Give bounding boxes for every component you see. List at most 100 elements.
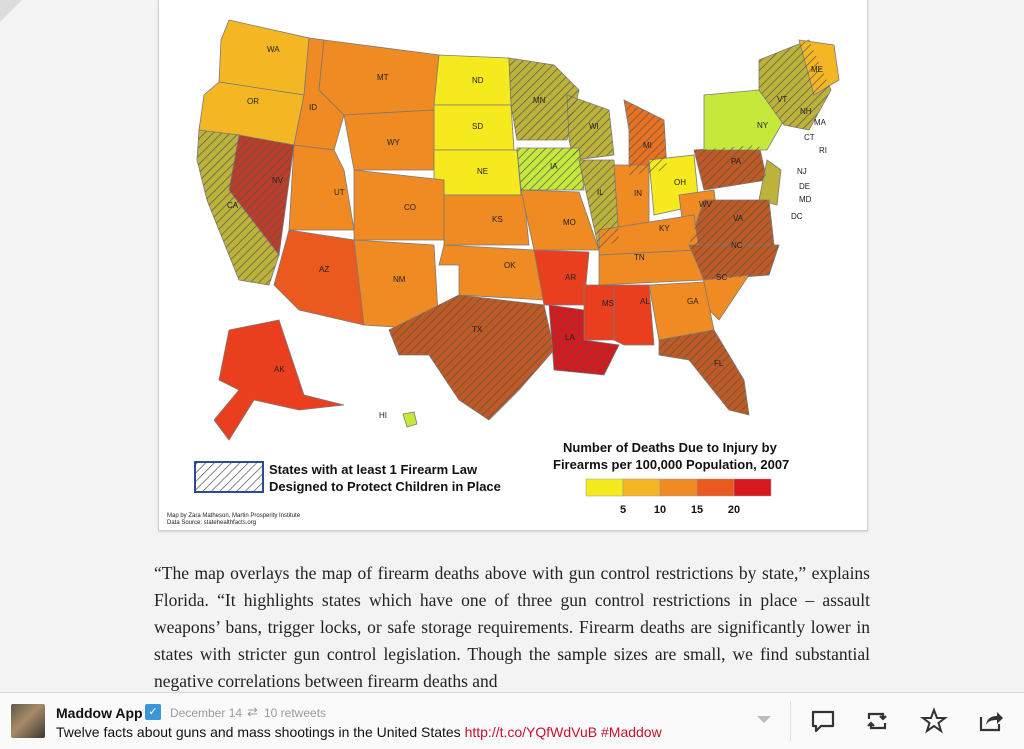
state-co — [353, 169, 445, 241]
avatar[interactable] — [11, 704, 45, 738]
scale-swatch-3 — [696, 478, 735, 497]
state-label-mi: MI — [643, 141, 652, 150]
state-ok — [438, 244, 545, 301]
state-ga — [648, 281, 715, 341]
state-label-il: IL — [597, 188, 604, 197]
state-nj-de — [758, 159, 782, 206]
scale-tick-label: 10 — [654, 504, 666, 516]
state-tn — [598, 249, 705, 286]
state-label-or: OR — [247, 97, 259, 106]
divider — [790, 701, 791, 741]
tweet-date[interactable]: December 14 — [170, 706, 243, 720]
credit-author: Map by Zara Matheson, Martin Prosperity … — [167, 513, 301, 519]
state-label-ca: CA — [227, 201, 239, 210]
twitter-bird-icon: ✓ — [145, 704, 161, 720]
state-label-ne: NE — [477, 167, 488, 176]
scale-tick-label: 5 — [620, 504, 626, 516]
state-al — [613, 284, 655, 346]
credit-source: Data Source: statehealthfacts.org — [167, 520, 257, 526]
scale-tick-label: 15 — [691, 504, 703, 516]
state-label-nm: NM — [393, 275, 406, 284]
state-label-ny: NY — [757, 121, 769, 130]
hatch-legend-swatch — [194, 461, 264, 493]
state-label-wi: WI — [589, 122, 599, 131]
scale-swatch-0 — [585, 478, 624, 497]
scale-swatch-4 — [733, 478, 772, 497]
state-label-ky: KY — [659, 224, 670, 233]
state-label-ia: IA — [550, 162, 558, 171]
state-label-ma: MA — [814, 118, 827, 127]
chevron-down-icon[interactable] — [757, 716, 771, 723]
tweet-link[interactable]: http://t.co/YQfWdVuB #Maddow — [464, 724, 662, 740]
state-ms — [583, 284, 615, 341]
tweet-author-name[interactable]: Maddow App — [56, 705, 143, 721]
state-label-va: VA — [733, 214, 744, 223]
scale-swatch-2 — [659, 478, 698, 497]
state-label-ri: RI — [819, 146, 827, 155]
state-label-ak: AK — [274, 365, 285, 374]
state-label-mo: MO — [563, 218, 576, 227]
state-label-wv: WV — [699, 200, 713, 209]
state-hi — [402, 411, 418, 428]
article-body: “The map overlays the map of firearm dea… — [154, 560, 870, 695]
retweet-count[interactable]: 10 retweets — [264, 706, 327, 720]
state-ny — [703, 89, 785, 151]
hatch-legend-line1: States with at least 1 Firearm Law — [269, 462, 478, 477]
state-label-me: ME — [811, 65, 823, 74]
retweet-icon[interactable] — [863, 707, 891, 735]
state-label-in: IN — [634, 189, 642, 198]
firearm-deaths-map: WA OR ID MT ND MN WI MI ME VT NH MA RI CT NY SD WY IA NE NV… — [158, 0, 868, 531]
state-ar — [533, 249, 590, 306]
state-label-de: DE — [799, 182, 810, 191]
state-label-pa: PA — [731, 157, 742, 166]
state-label-ms: MS — [602, 299, 614, 308]
state-label-oh: OH — [674, 178, 686, 187]
state-ak — [213, 319, 345, 441]
state-ut — [288, 144, 355, 231]
reply-icon[interactable] — [809, 707, 837, 735]
retweet-count-icon: ⇄ — [247, 704, 258, 719]
state-label-tx: TX — [472, 325, 483, 334]
state-label-la: LA — [565, 333, 575, 342]
state-label-az: AZ — [319, 265, 329, 274]
state-label-ga: GA — [687, 297, 699, 306]
favorite-icon[interactable] — [920, 707, 948, 735]
state-label-wy: WY — [387, 138, 401, 147]
state-label-id: ID — [309, 103, 317, 112]
page-curl-corner[interactable] — [0, 0, 22, 22]
scale-title-line1: Number of Deaths Due to Injury by — [563, 440, 778, 455]
state-ks — [443, 194, 530, 246]
state-label-tn: TN — [634, 253, 645, 262]
state-label-hi: HI — [379, 411, 387, 420]
scale-title-line2: Firearms per 100,000 Population, 2007 — [553, 457, 789, 472]
state-label-nc: NC — [731, 241, 743, 250]
state-label-ar: AR — [565, 273, 576, 282]
state-label-ct: CT — [804, 133, 815, 142]
state-label-sc: SC — [716, 273, 727, 282]
share-icon[interactable] — [977, 707, 1005, 735]
tweet-text: Twelve facts about guns and mass shootin… — [56, 724, 662, 740]
tweet-bar: Maddow App ✓ December 14 ⇄ 10 retweets T… — [0, 692, 1024, 749]
article-paragraph: “The map overlays the map of firearm dea… — [154, 563, 870, 691]
state-label-wa: WA — [267, 45, 280, 54]
state-label-nh: NH — [800, 107, 812, 116]
state-label-co: CO — [404, 203, 416, 212]
state-label-ks: KS — [492, 215, 503, 224]
state-label-dc: DC — [791, 212, 803, 221]
state-label-nj: NJ — [797, 167, 807, 176]
map-credit: Map by Zara Matheson, Martin Prosperity … — [167, 513, 300, 527]
state-label-ok: OK — [504, 261, 516, 270]
hatch-legend-line2: Designed to Protect Children in Place — [269, 479, 501, 494]
state-label-fl: FL — [714, 359, 724, 368]
state-label-vt: VT — [777, 95, 787, 104]
state-label-mn: MN — [533, 96, 546, 105]
state-label-nv: NV — [272, 176, 284, 185]
state-label-nd: ND — [472, 76, 484, 85]
state-label-ut: UT — [334, 188, 345, 197]
state-az — [273, 229, 365, 326]
state-label-mt: MT — [377, 73, 389, 82]
scale-swatch-1 — [622, 478, 661, 497]
state-label-al: AL — [640, 297, 650, 306]
state-label-sd: SD — [472, 122, 483, 131]
